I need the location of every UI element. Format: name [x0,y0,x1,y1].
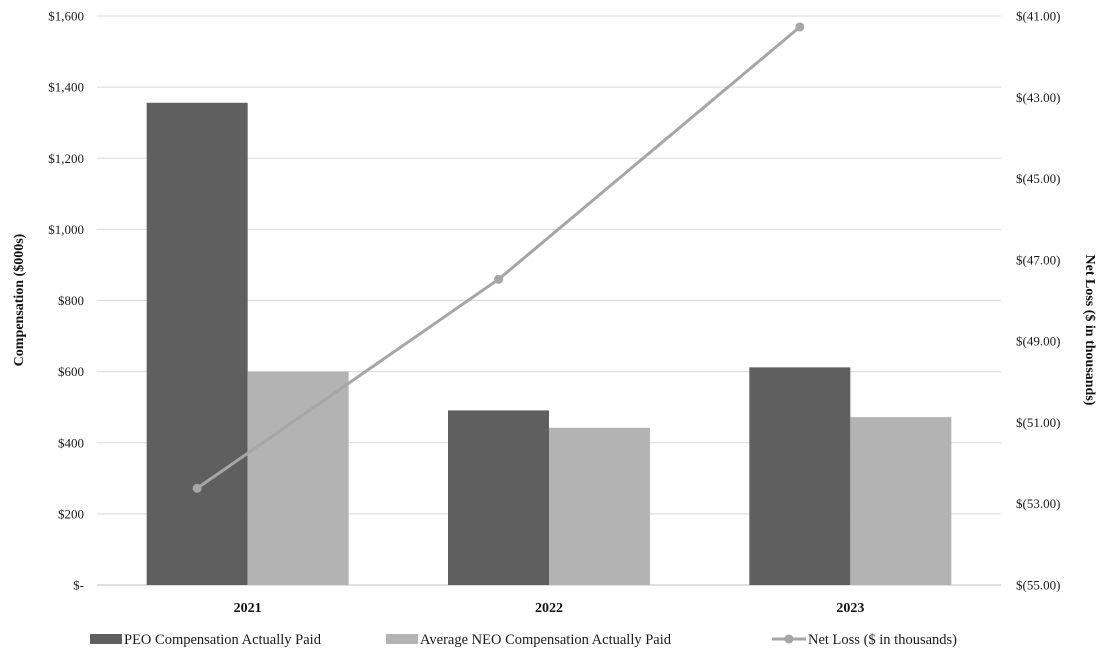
right-tick-label: $(47.00) [1016,252,1060,267]
point-net-loss-in-thousands-2022 [494,274,503,284]
left-tick-label: $200 [58,506,84,521]
bar-average-neo-compensation-actually-paid-2023 [850,417,952,585]
left-tick-label: $400 [58,435,84,450]
right-axis-ticks: $(55.00) $(53.00) $(51.00) $(49.00) $(47.00)… [1016,9,1060,593]
bar-peo-compensation-actually-paid-2022 [448,410,549,585]
left-tick-label: $800 [58,293,84,308]
left-tick-label: $1,400 [48,80,84,95]
legend-swatch-marker [784,634,794,644]
category-label: 2021 [234,601,262,616]
bars [146,102,952,586]
right-tick-label: $(43.00) [1016,90,1060,105]
category-label: 2022 [535,601,563,616]
left-tick-label: $1,600 [48,9,84,24]
right-tick-label: $(45.00) [1016,171,1060,186]
right-tick-label: $(49.00) [1016,334,1060,349]
right-axis-title: Net Loss ($ in thousands) [1082,255,1097,406]
point-net-loss-in-thousands-2021 [192,483,202,493]
legend-swatch-average-neo-compensation-actually-paid [386,634,418,644]
bar-peo-compensation-actually-paid-2023 [749,367,851,585]
bar-average-neo-compensation-actually-paid-2022 [549,427,650,585]
left-axis-ticks: $- $200 $400 $600 $800 $1,000 $1,200 $1,400 $1,6… [48,9,84,593]
right-tick-label: $(51.00) [1016,415,1060,430]
legend-label-net-loss-in-thousands: Net Loss ($ in thousands) [808,632,957,648]
left-tick-label: $- [73,578,84,593]
point-net-loss-in-thousands-2023 [795,22,805,32]
legend-swatch-peo-compensation-actually-paid [90,634,122,644]
legend-label-peo-compensation-actually-paid: PEO Compensation Actually Paid [124,632,322,648]
left-tick-label: $1,200 [48,151,84,166]
net-loss-line-series [192,22,805,493]
bar-peo-compensation-actually-paid-2021 [146,102,248,586]
legend: PEO Compensation Actually Paid Average NE… [90,632,957,648]
bar-average-neo-compensation-actually-paid-2021 [247,371,349,585]
category-labels: 2021 2022 2023 [234,601,865,616]
left-tick-label: $1,000 [48,222,84,237]
left-tick-label: $600 [58,364,84,379]
left-axis-title: Compensation ($000s) [12,233,27,366]
category-label: 2023 [836,601,864,616]
right-tick-label: $(53.00) [1016,496,1060,511]
right-tick-label: $(55.00) [1016,578,1060,593]
right-tick-label: $(41.00) [1016,9,1060,24]
legend-label-average-neo-compensation-actually-paid: Average NEO Compensation Actually Paid [420,632,672,648]
